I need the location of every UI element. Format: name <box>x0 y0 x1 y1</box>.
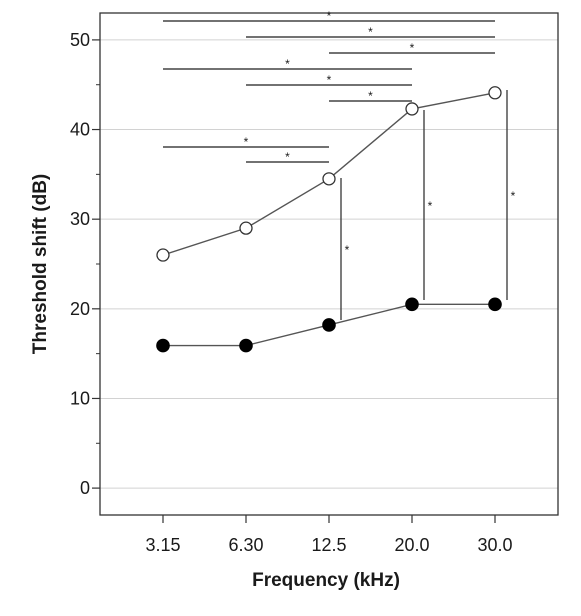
significance-star: * <box>285 150 290 164</box>
filled-circle-point <box>405 297 419 312</box>
filled-circle-point <box>488 297 502 312</box>
axes: 0 10 20 30 40 50 3.15 6.30 12.5 20.0 30.0 <box>70 30 513 555</box>
open-circle-point <box>488 86 502 100</box>
significance-star: * <box>327 73 332 87</box>
significance-star: * <box>345 243 350 257</box>
open-circle-point <box>322 172 336 186</box>
data-series <box>156 86 502 353</box>
filled-circle-point <box>322 318 336 332</box>
gridlines <box>100 39 558 489</box>
significance-star: * <box>368 25 373 39</box>
x-tick-label: 20.0 <box>394 535 429 555</box>
significance-star: * <box>244 135 249 149</box>
y-axis-title: Threshold shift (dB) <box>30 174 51 354</box>
open-circle-point <box>239 221 253 235</box>
significance-star: * <box>410 41 415 55</box>
y-tick-label: 30 <box>70 209 90 229</box>
y-tick-label: 50 <box>70 30 90 50</box>
x-axis-title: Frequency (kHz) <box>252 570 400 591</box>
x-tick-label: 3.15 <box>145 535 180 555</box>
significance-star: * <box>428 199 433 213</box>
open-circle-point <box>405 102 419 116</box>
significance-brackets: * * * * * * * * * * * <box>163 9 516 320</box>
filled-circle-point <box>239 338 253 353</box>
y-tick-label: 10 <box>70 388 90 408</box>
open-circle-point <box>156 248 170 262</box>
y-tick-label: 40 <box>70 120 90 140</box>
significance-star: * <box>511 189 516 203</box>
x-tick-label: 6.30 <box>228 535 263 555</box>
y-tick-label: 0 <box>80 478 90 498</box>
significance-star: * <box>285 57 290 71</box>
x-tick-label: 12.5 <box>311 535 346 555</box>
plot-frame <box>99 12 559 516</box>
significance-star: * <box>327 9 332 23</box>
x-tick-label: 30.0 <box>477 535 512 555</box>
y-tick-label: 20 <box>70 299 90 319</box>
significance-star: * <box>368 89 373 103</box>
filled-circle-point <box>156 338 170 353</box>
